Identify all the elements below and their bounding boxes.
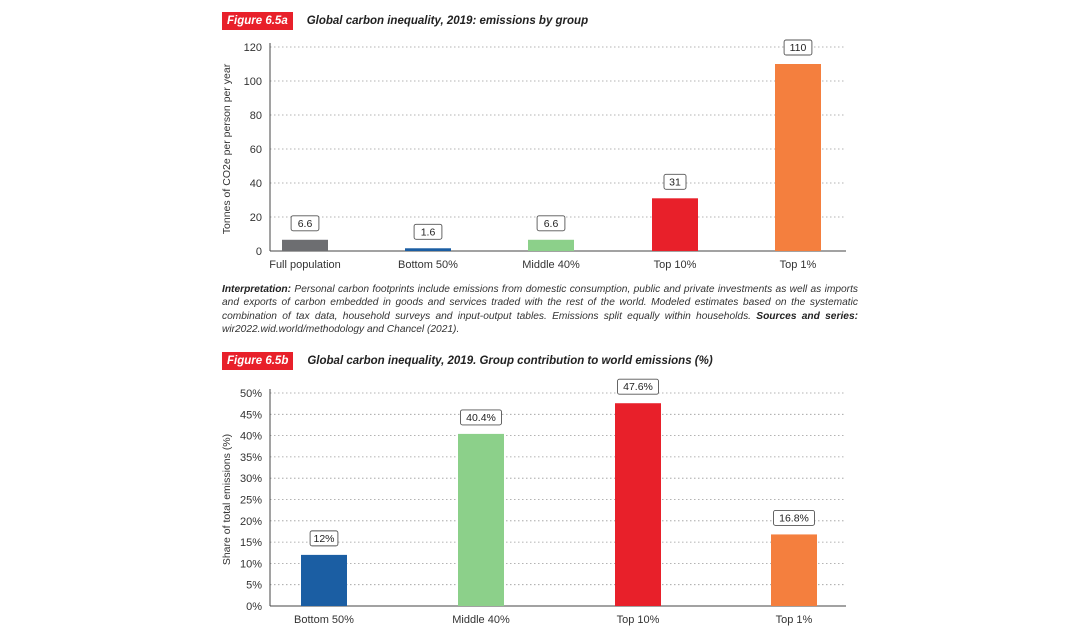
interpretation-label: Interpretation: (222, 284, 292, 295)
y-axis-label: Tonnes of CO2e per person per year (221, 63, 233, 234)
bar-2 (528, 239, 574, 251)
interpretation-text: Personal carbon footprints include emiss… (222, 284, 858, 322)
data-label-box (413, 223, 443, 240)
y-tick-label: 20 (250, 212, 262, 224)
figure-b-tag: Figure 6.5b (222, 352, 294, 370)
data-label-box (536, 215, 566, 232)
data-label: 6.6 (298, 218, 313, 230)
y-tick-label: 100 (244, 76, 262, 88)
data-label-box (783, 39, 813, 56)
interpretation-note: Interpretation: Personal carbon footprin… (222, 283, 858, 337)
data-label: 31 (669, 176, 681, 188)
bar-4 (775, 64, 821, 251)
figure-b-header: Figure 6.5b Global carbon inequality, 20… (222, 352, 713, 370)
x-tick-label: Full population (269, 259, 341, 271)
figure-a-title: Global carbon inequality, 2019: emission… (306, 15, 589, 27)
bar-1 (405, 248, 451, 251)
data-label-box (290, 215, 320, 232)
x-tick-label: Top 10% (654, 259, 697, 271)
figure-a-header: Figure 6.5a Global carbon inequality, 20… (222, 12, 588, 30)
figure-b-title: Global carbon inequality, 2019. Group co… (307, 355, 713, 367)
figure-a-tag: Figure 6.5a (222, 12, 293, 30)
data-label-box (663, 173, 687, 190)
y-tick-label: 120 (244, 42, 262, 54)
y-tick-label: 80 (250, 110, 262, 122)
y-tick-label: 0 (256, 246, 262, 258)
y-tick-label: 60 (250, 144, 262, 156)
sources-label: Sources and series: (756, 310, 858, 322)
x-tick-label: Middle 40% (522, 259, 580, 271)
bar-3 (652, 198, 698, 251)
x-tick-label: Top 1% (780, 259, 817, 271)
y-tick-label: 40 (250, 178, 262, 190)
data-label: 1.6 (421, 226, 436, 238)
data-label: 110 (790, 42, 807, 54)
data-label: 6.6 (544, 218, 559, 230)
sources-text: wir2022.wid.world/methodology and Chance… (222, 324, 460, 336)
x-tick-label: Bottom 50% (398, 259, 458, 271)
bar-0 (282, 239, 328, 251)
